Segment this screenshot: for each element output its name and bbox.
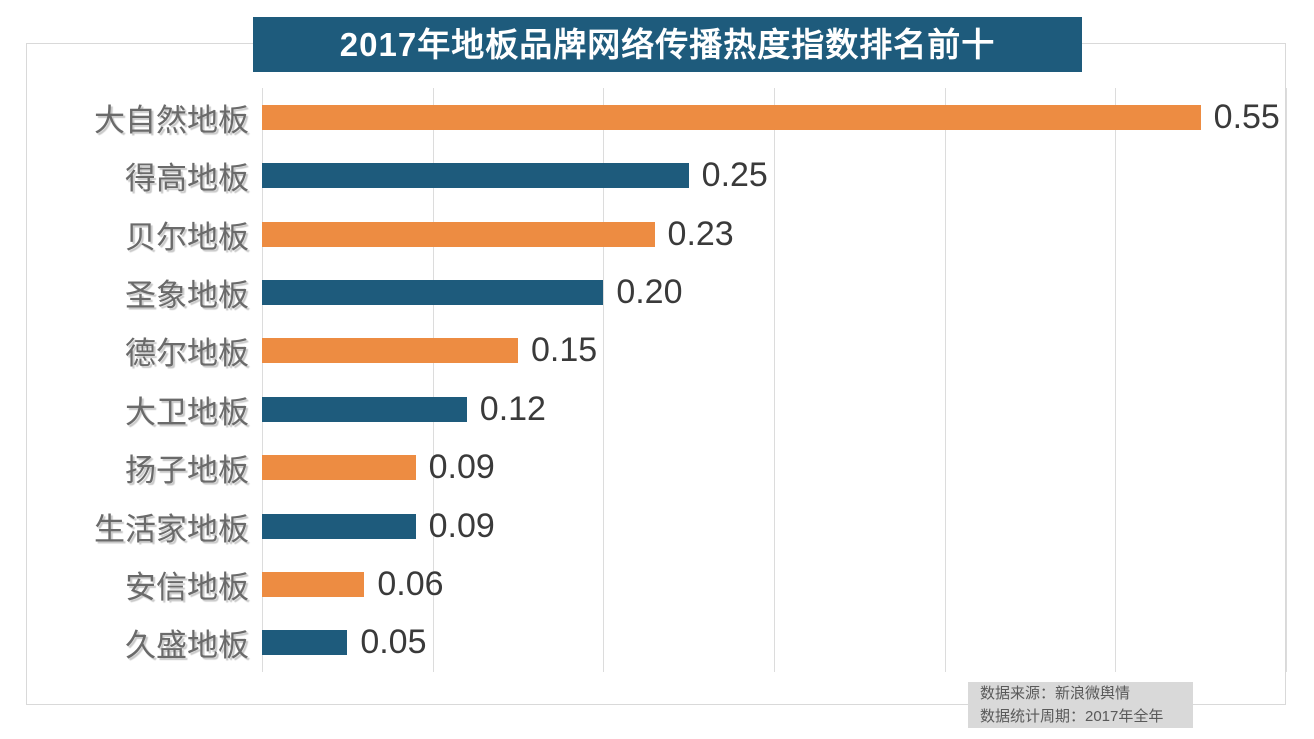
bar-row: 德尔地板 0.15 — [0, 322, 1286, 380]
bar-track: 0.05 — [262, 614, 1286, 672]
bar — [262, 104, 1201, 130]
source-line-1: 数据来源：新浪微舆情 — [980, 685, 1131, 702]
bar — [262, 279, 604, 305]
bar-track: 0.23 — [262, 205, 1286, 263]
value-label: 0.15 — [531, 331, 598, 370]
bar — [262, 221, 655, 247]
data-source-note: 数据来源：新浪微舆情 数据统计周期：2017年全年 — [968, 682, 1193, 728]
value-label: 0.23 — [667, 214, 734, 253]
bar-track: 0.06 — [262, 555, 1286, 613]
gridline — [432, 88, 434, 672]
bar-track: 0.12 — [262, 380, 1286, 438]
value-label: 0.20 — [616, 272, 683, 311]
bar-track: 0.25 — [262, 146, 1286, 204]
value-label: 0.25 — [701, 156, 768, 195]
bar-row: 得高地板 0.25 — [0, 146, 1286, 204]
category-label: 安信地板 — [125, 569, 249, 605]
value-label: 0.05 — [360, 623, 427, 662]
value-label: 0.12 — [479, 389, 546, 428]
value-label: 0.09 — [428, 448, 495, 487]
category-label: 德尔地板 — [125, 336, 249, 372]
bar — [262, 163, 689, 189]
bar-row: 贝尔地板 0.23 — [0, 205, 1286, 263]
bar-track: 0.09 — [262, 438, 1286, 496]
bar-row: 久盛地板 0.05 — [0, 614, 1286, 672]
gridline — [1115, 88, 1117, 672]
chart-frame — [26, 43, 1286, 705]
bar-rows: 大自然地板 0.55 得高地板 0.25 贝尔地板 0.23 圣象地板 0.20 德尔地板 0.1… — [0, 88, 1286, 672]
category-label: 圣象地板 — [125, 277, 249, 313]
bar-row: 圣象地板 0.20 — [0, 263, 1286, 321]
bar-track: 0.55 — [262, 88, 1286, 146]
value-label: 0.55 — [1213, 97, 1280, 136]
bar-track: 0.20 — [262, 263, 1286, 321]
bar-row: 扬子地板 0.09 — [0, 438, 1286, 496]
chart-title: 2017年地板品牌网络传播热度指数排名前十 — [253, 17, 1082, 72]
category-label: 大自然地板 — [94, 102, 249, 138]
bar — [262, 396, 467, 422]
bar — [262, 630, 348, 656]
bar — [262, 338, 518, 364]
gridline — [603, 88, 605, 672]
bar-row: 大卫地板 0.12 — [0, 380, 1286, 438]
gridline — [262, 88, 263, 672]
source-line-2: 数据统计周期：2017年全年 — [980, 708, 1164, 725]
gridlines — [262, 88, 1287, 672]
value-label: 0.06 — [377, 564, 444, 603]
bar-row: 大自然地板 0.55 — [0, 88, 1286, 146]
bar-track: 0.15 — [262, 322, 1286, 380]
category-label: 久盛地板 — [125, 628, 249, 664]
gridline — [944, 88, 946, 672]
value-label: 0.09 — [428, 506, 495, 545]
category-label: 扬子地板 — [125, 453, 249, 489]
category-label: 生活家地板 — [94, 511, 249, 547]
gridline — [774, 88, 775, 672]
category-label: 大卫地板 — [125, 394, 249, 430]
bar — [262, 571, 365, 597]
category-label: 得高地板 — [125, 161, 249, 197]
gridline — [1286, 88, 1287, 672]
category-label: 贝尔地板 — [125, 219, 249, 255]
bar — [262, 455, 416, 481]
bar — [262, 513, 416, 539]
bar-row: 安信地板 0.06 — [0, 555, 1286, 613]
bar-row: 生活家地板 0.09 — [0, 497, 1286, 555]
bar-track: 0.09 — [262, 497, 1286, 555]
